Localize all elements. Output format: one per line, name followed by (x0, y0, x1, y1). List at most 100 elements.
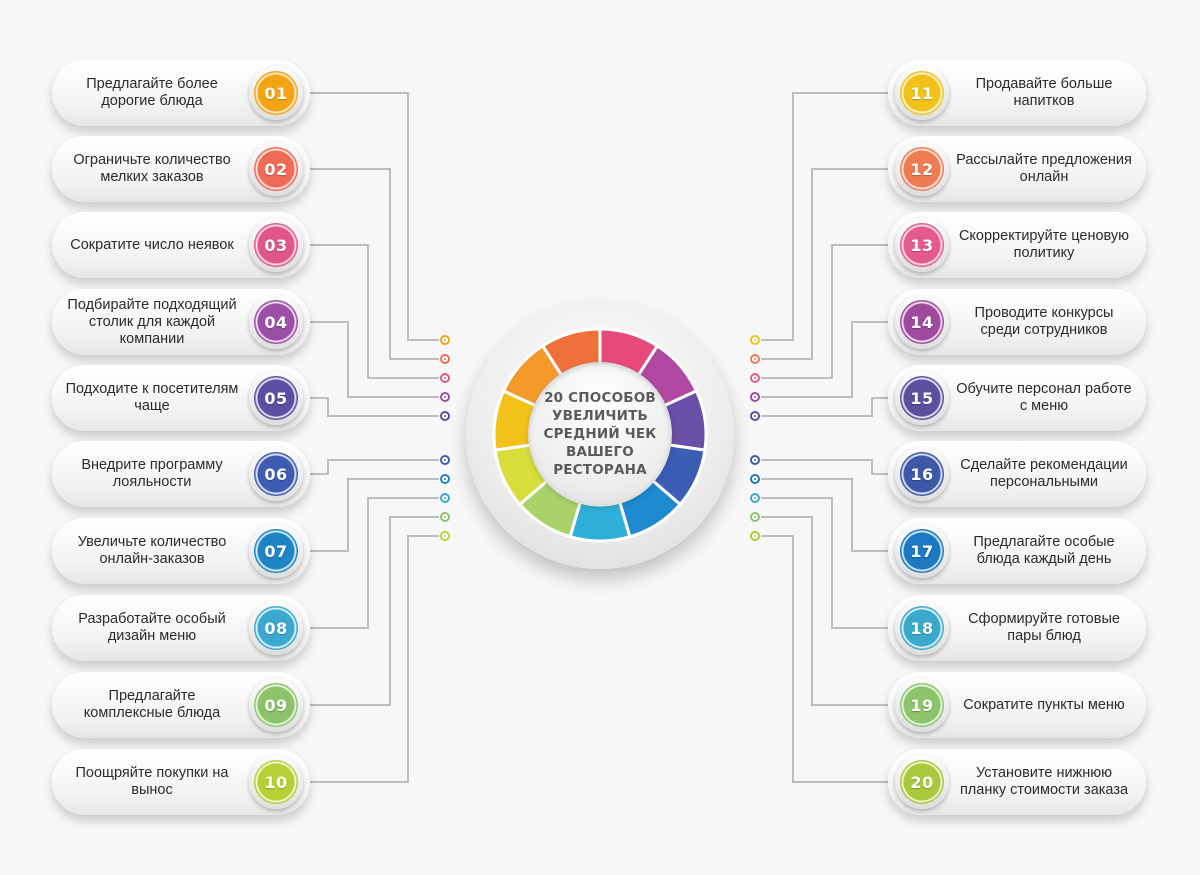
number-badge-ring: 04 (254, 300, 298, 344)
tip-number: 05 (264, 388, 288, 408)
tip-card-17: Предлагайте особые блюда каждый день 17 (888, 518, 1146, 584)
number-badge: 05 (249, 371, 303, 425)
connector-dot (440, 455, 450, 465)
connector-dot (440, 474, 450, 484)
number-badge-ring: 20 (900, 760, 944, 804)
connector-line (761, 321, 892, 398)
number-badge-ring: 08 (254, 606, 298, 650)
tip-text: Предлагайте более дорогие блюда (86, 76, 218, 109)
hub-title-line: вашего (566, 444, 634, 460)
number-badge-ring: 12 (900, 147, 944, 191)
tip-card-09: Предлагайте комплексные блюда 09 (52, 672, 310, 738)
number-badge: 03 (249, 218, 303, 272)
number-badge-ring: 14 (900, 300, 944, 344)
connector-line (306, 92, 439, 341)
connector-line (306, 459, 439, 475)
connector-line (761, 244, 892, 379)
tip-text: Внедрите программу лояльности (81, 457, 223, 490)
connector-dot (440, 354, 450, 364)
tip-text: Предлагайте комплексные блюда (83, 688, 221, 721)
tip-card-13: Скорректируйте ценовую политику 13 (888, 212, 1146, 278)
number-badge-ring: 05 (254, 376, 298, 420)
tip-text: Поощряйте покупки на вынос (75, 765, 229, 798)
number-badge: 19 (895, 678, 949, 732)
connector-dot (750, 493, 760, 503)
number-badge-ring: 07 (254, 529, 298, 573)
number-badge: 09 (249, 678, 303, 732)
hub-title-line: средний чек (543, 426, 657, 442)
tip-number: 01 (264, 83, 288, 103)
tip-number: 18 (910, 618, 934, 638)
tip-number: 15 (910, 388, 934, 408)
tip-number: 11 (910, 83, 934, 103)
hub-center: 20 способов увеличить средний чек вашего… (528, 362, 672, 506)
connector-line (306, 516, 439, 706)
number-badge-ring: 19 (900, 683, 944, 727)
connector-dot (440, 512, 450, 522)
number-badge: 18 (895, 601, 949, 655)
tip-card-05: Подходите к посетителям чаще 05 (52, 365, 310, 431)
number-badge-ring: 16 (900, 452, 944, 496)
tip-card-06: Внедрите программу лояльности 06 (52, 441, 310, 507)
number-badge: 15 (895, 371, 949, 425)
connector-line (761, 478, 892, 552)
tip-text: Разработайте особый дизайн меню (78, 611, 226, 644)
tip-number: 12 (910, 159, 934, 179)
tip-card-04: Подбирайте подходящий столик для каждой … (52, 289, 310, 355)
connector-dot (750, 354, 760, 364)
tip-text: Подбирайте подходящий столик для каждой … (67, 296, 237, 347)
connector-dot (750, 455, 760, 465)
tip-text: Сократите число неявок (70, 236, 234, 253)
connector-dot (440, 411, 450, 421)
number-badge-ring: 06 (254, 452, 298, 496)
tip-card-03: Сократите число неявок 03 (52, 212, 310, 278)
tip-text: Сделайте рекомендации персональными (960, 457, 1128, 490)
tip-number: 19 (910, 695, 934, 715)
tip-card-12: Рассылайте предложения онлайн 12 (888, 136, 1146, 202)
tip-card-14: Проводите конкурсы среди сотрудников 14 (888, 289, 1146, 355)
tip-text: Сформируйте готовые пары блюд (968, 611, 1120, 644)
number-badge: 20 (895, 755, 949, 809)
connector-dot (440, 335, 450, 345)
tip-number: 16 (910, 464, 934, 484)
tip-card-19: Сократите пункты меню 19 (888, 672, 1146, 738)
connector-line (761, 497, 892, 629)
connector-line (761, 459, 892, 475)
connector-dot (750, 373, 760, 383)
number-badge-ring: 11 (900, 71, 944, 115)
tip-card-11: Продавайте больше напитков 11 (888, 60, 1146, 126)
tip-card-02: Ограничьте количество мелких заказов 02 (52, 136, 310, 202)
number-badge: 06 (249, 447, 303, 501)
tip-text: Увеличьте количество онлайн-заказов (77, 534, 227, 567)
tip-card-07: Увеличьте количество онлайн-заказов 07 (52, 518, 310, 584)
tip-text: Предлагайте особые блюда каждый день (973, 534, 1115, 567)
connector-dot (750, 531, 760, 541)
connector-line (761, 535, 892, 783)
tip-number: 13 (910, 235, 934, 255)
connector-dot (440, 493, 450, 503)
connector-line (761, 397, 892, 417)
tip-text: Обучите персонал работе с меню (956, 381, 1132, 414)
tip-text: Установите нижнюю планку стоимости заказ… (959, 765, 1129, 798)
number-badge-ring: 01 (254, 71, 298, 115)
number-badge-ring: 03 (254, 223, 298, 267)
connector-line (306, 397, 439, 417)
tip-text: Проводите конкурсы среди сотрудников (974, 305, 1114, 338)
tip-number: 03 (264, 235, 288, 255)
tip-card-08: Разработайте особый дизайн меню 08 (52, 595, 310, 661)
tip-text: Сократите пункты меню (963, 696, 1125, 713)
number-badge: 02 (249, 142, 303, 196)
tip-text: Ограничьте количество мелких заказов (73, 152, 231, 185)
tip-number: 14 (910, 312, 934, 332)
tip-card-10: Поощряйте покупки на вынос 10 (52, 749, 310, 815)
tip-number: 17 (910, 541, 934, 561)
number-badge: 04 (249, 295, 303, 349)
tip-card-18: Сформируйте готовые пары блюд 18 (888, 595, 1146, 661)
connector-line (306, 497, 439, 629)
connector-dot (750, 512, 760, 522)
number-badge: 11 (895, 66, 949, 120)
tip-number: 02 (264, 159, 288, 179)
number-badge-ring: 18 (900, 606, 944, 650)
tip-number: 10 (264, 772, 288, 792)
